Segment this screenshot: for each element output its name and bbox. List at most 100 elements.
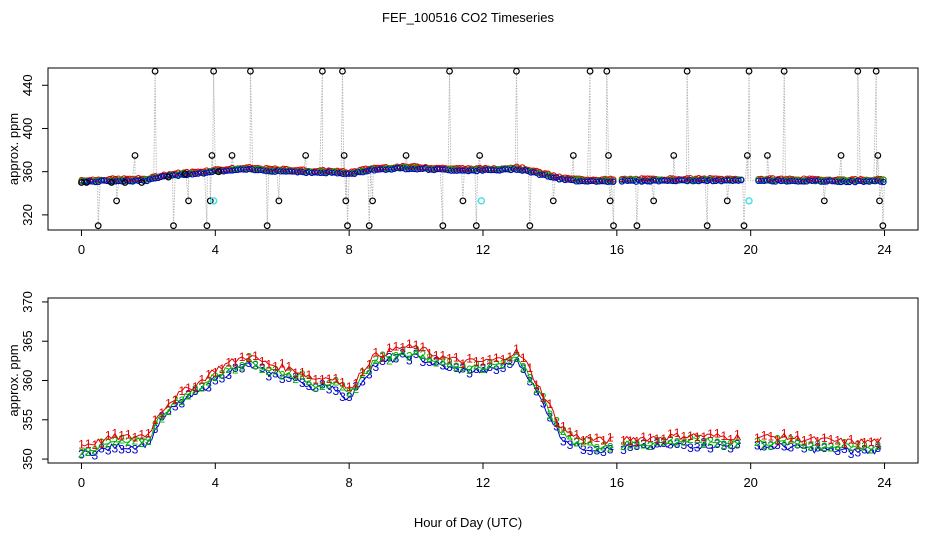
- bottom-level-label: 1: [767, 430, 774, 444]
- bottom-level-label: 2: [366, 363, 373, 377]
- bottom-level-label: 1: [580, 434, 587, 448]
- bottom-level-label: 3: [834, 444, 841, 458]
- top-cyan-marker: [477, 197, 486, 205]
- top-baseline-marker: [840, 178, 847, 185]
- bottom-level-label: 1: [306, 368, 313, 382]
- top-plot-frame: [47, 67, 919, 231]
- bottom-y-tick-label: 360: [20, 370, 35, 392]
- top-x-tick-label: 8: [346, 242, 353, 257]
- bottom-level-label: 3: [821, 441, 828, 455]
- bottom-level-label: 1: [419, 340, 426, 354]
- bottom-level-label: 1: [439, 349, 446, 363]
- bottom-level-label: 3: [553, 420, 560, 434]
- bottom-level-label: 3: [265, 369, 272, 383]
- bottom-level-label: 1: [687, 429, 694, 443]
- bottom-level-label: 2: [526, 372, 533, 386]
- bottom-level-label: 3: [339, 390, 346, 404]
- bottom-level-label: 3: [874, 441, 881, 455]
- bottom-level-label: 3: [687, 441, 694, 455]
- bottom-level-label: 1: [225, 355, 232, 369]
- bottom-level-label: 2: [714, 436, 721, 450]
- bottom-level-label: 1: [152, 413, 159, 427]
- top-spike-marker: [94, 222, 102, 230]
- bottom-level-label: 2: [286, 366, 293, 380]
- bottom-level-label: 1: [252, 349, 259, 363]
- bottom-level-label: 3: [306, 379, 313, 393]
- bottom-level-label: 2: [634, 437, 641, 451]
- bottom-level-label: 1: [145, 427, 152, 441]
- bottom-level-label: 3: [393, 351, 400, 365]
- bottom-level-label: 2: [500, 357, 507, 371]
- top-spike-marker: [872, 67, 880, 75]
- top-spike-marker: [151, 67, 159, 75]
- top-spike-marker: [723, 197, 731, 205]
- bottom-y-tick-label: 350: [20, 448, 35, 470]
- bottom-level-label: 2: [158, 412, 165, 426]
- bottom-level-label: 1: [620, 433, 627, 447]
- top-baseline-marker: [632, 176, 640, 183]
- bottom-level-label: 1: [165, 397, 172, 411]
- bottom-level-label: 2: [480, 362, 487, 376]
- bottom-level-label: 2: [239, 360, 246, 374]
- bottom-level-label: 1: [346, 380, 353, 394]
- bottom-level-label: 1: [399, 341, 406, 355]
- bottom-level-label: 1: [272, 359, 279, 373]
- bottom-level-label: 3: [172, 400, 179, 414]
- bottom-level-label: 3: [627, 440, 634, 454]
- bottom-level-label: 2: [125, 435, 132, 449]
- top-cyan-marker: [209, 197, 218, 205]
- top-spike-marker: [121, 179, 129, 186]
- bottom-level-label: 1: [714, 427, 721, 441]
- bottom-level-label: 1: [801, 434, 808, 448]
- top-baseline-marker: [610, 178, 617, 185]
- bottom-level-label: 1: [379, 350, 386, 364]
- bottom-level-label: 1: [761, 429, 768, 443]
- bottom-level-label: 2: [185, 388, 192, 402]
- bottom-level-label: 3: [439, 359, 446, 373]
- top-baseline-marker: [320, 169, 327, 176]
- top-spike-marker: [743, 152, 751, 159]
- bottom-level-label: 3: [660, 436, 667, 450]
- bottom-level-label: 2: [573, 435, 580, 449]
- top-spike-marker: [780, 67, 788, 75]
- bottom-level-label: 2: [801, 438, 808, 452]
- bottom-level-label: 1: [118, 429, 125, 443]
- top-spike-marker: [170, 222, 177, 230]
- bottom-level-label: 2: [620, 439, 627, 453]
- top-baseline-marker: [706, 176, 714, 184]
- bottom-level-label: 3: [480, 361, 487, 375]
- top-cyan-marker: [745, 197, 753, 205]
- bottom-level-label: 1: [493, 351, 500, 365]
- top-spike-marker: [402, 152, 410, 159]
- top-spike-marker: [263, 222, 271, 230]
- bottom-level-label: 1: [627, 434, 634, 448]
- bottom-level-label: 2: [640, 438, 647, 452]
- bottom-level-label: 3: [373, 360, 380, 374]
- bottom-level-label: 3: [272, 366, 279, 380]
- bottom-level-label: 1: [359, 365, 366, 379]
- top-baseline-marker: [544, 173, 552, 180]
- bottom-level-label: 2: [834, 439, 841, 453]
- top-spike-marker: [83, 179, 90, 186]
- top-spike-marker: [610, 222, 617, 230]
- bottom-level-label: 2: [700, 437, 707, 451]
- x-axis-label: Hour of Day (UTC): [414, 515, 522, 530]
- bottom-level-label: 2: [85, 445, 92, 459]
- bottom-level-label: 1: [406, 337, 413, 351]
- top-spike-marker: [365, 222, 373, 230]
- bottom-level-label: 1: [239, 350, 246, 364]
- bottom-level-label: 1: [245, 351, 252, 365]
- bottom-level-label: 2: [466, 363, 473, 377]
- bottom-level-label: 3: [399, 347, 406, 361]
- bottom-level-label: 1: [540, 391, 547, 405]
- bottom-level-label: 3: [112, 441, 119, 455]
- bottom-level-label: 2: [199, 380, 206, 394]
- bottom-level-label: 1: [593, 431, 600, 445]
- bottom-level-label: 2: [386, 353, 393, 367]
- bottom-level-label: 3: [567, 438, 574, 452]
- bottom-level-label: 3: [848, 447, 855, 461]
- bottom-level-label: 2: [453, 360, 460, 374]
- bottom-level-label: 3: [453, 361, 460, 375]
- bottom-level-label: 2: [774, 433, 781, 447]
